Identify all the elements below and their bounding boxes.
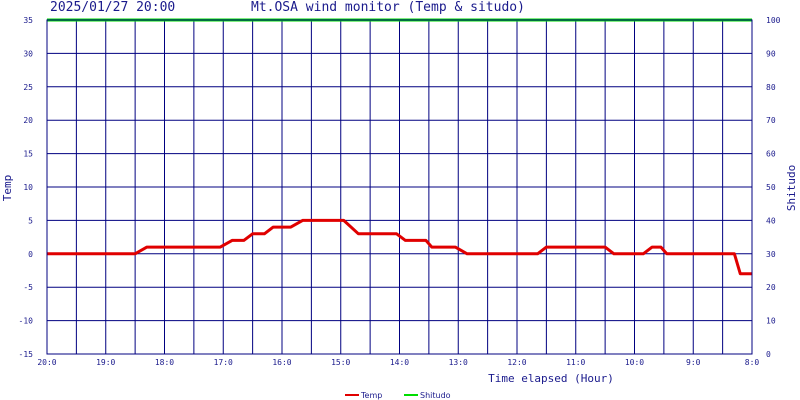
plot-border xyxy=(46,19,753,355)
y2-tick-label: 20 xyxy=(766,283,776,292)
legend-label-shitudo: Shitudo xyxy=(420,391,451,400)
y-axis-title: Temp xyxy=(1,175,14,202)
grid xyxy=(46,19,753,355)
chart-title: Mt.OSA wind monitor (Temp & situdo) xyxy=(251,0,525,15)
x-tick-label: 17:0 xyxy=(214,358,233,367)
y-tick-label: 15 xyxy=(23,150,33,159)
y-tick-label: 0 xyxy=(28,250,33,259)
timestamp: 2025/01/27 20:00 xyxy=(50,0,176,15)
y2-tick-label: 80 xyxy=(766,83,776,92)
legend-label-temp: Temp xyxy=(360,391,382,400)
y2-tick-label: 0 xyxy=(766,350,771,359)
y2-tick-label: 40 xyxy=(766,216,776,225)
series-line-temp xyxy=(47,218,752,276)
x-tick-label: 15:0 xyxy=(331,358,350,367)
y-tick-label: 5 xyxy=(28,216,33,225)
x-tick-label: 20:0 xyxy=(37,358,56,367)
y2-tick-label: 50 xyxy=(766,183,776,192)
y-tick-label: -10 xyxy=(19,317,34,326)
y2-tick-label: 60 xyxy=(766,150,776,159)
y-tick-label: -15 xyxy=(19,350,34,359)
y2-tick-label: 70 xyxy=(766,116,776,125)
x-tick-label: 9:0 xyxy=(686,358,701,367)
x-tick-label: 10:0 xyxy=(625,358,644,367)
y-tick-label: 30 xyxy=(23,49,33,58)
y-tick-label: 35 xyxy=(23,16,33,25)
x-tick-label: 8:0 xyxy=(745,358,760,367)
x-tick-label: 14:0 xyxy=(390,358,409,367)
axis-labels: -15 -10 -5 0 5 10 15 20 25 30 35 0 10 20 30 40 50 60 70 80 9… xyxy=(1,16,798,385)
y-tick-label: 25 xyxy=(23,83,33,92)
x-tick-label: 19:0 xyxy=(96,358,115,367)
y2-tick-label: 90 xyxy=(766,49,776,58)
y2-axis-title: Shitudo xyxy=(785,165,798,211)
y-tick-label: 20 xyxy=(23,116,33,125)
y2-tick-label: 10 xyxy=(766,317,776,326)
plot-frame xyxy=(46,19,753,355)
y2-tick-label: 30 xyxy=(766,250,776,259)
x-tick-label: 16:0 xyxy=(272,358,291,367)
y-tick-label: -5 xyxy=(23,283,33,292)
x-tick-label: 12:0 xyxy=(507,358,526,367)
x-tick-label: 18:0 xyxy=(155,358,174,367)
x-tick-label: 13:0 xyxy=(449,358,468,367)
y-tick-label: 10 xyxy=(23,183,33,192)
x-tick-label: 11:0 xyxy=(566,358,585,367)
y2-tick-label: 100 xyxy=(766,16,781,25)
x-axis-title: Time elapsed (Hour) xyxy=(488,372,614,385)
legend: Temp Shitudo xyxy=(345,391,451,400)
